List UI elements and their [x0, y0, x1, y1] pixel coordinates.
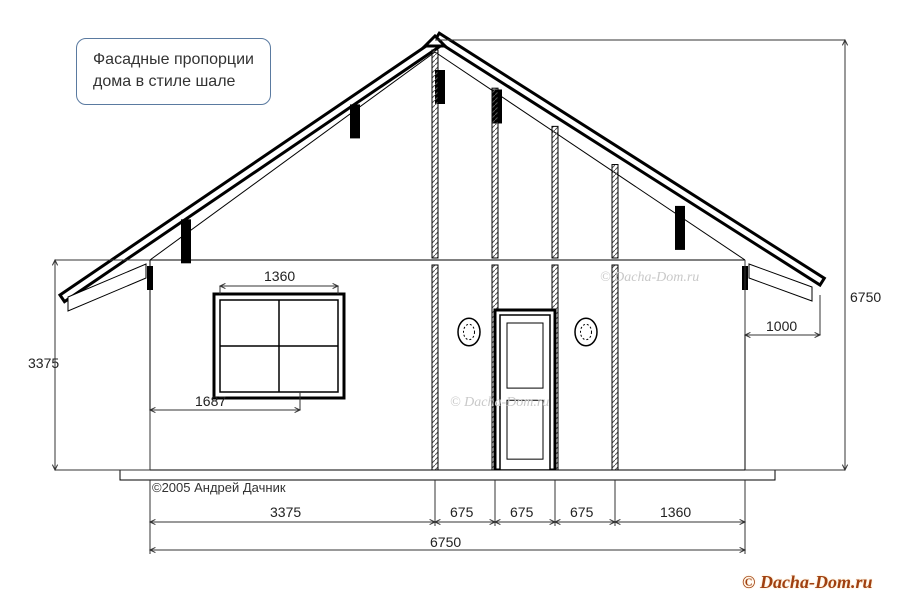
dim-seg-e: 1360 — [660, 504, 691, 520]
dim-seg-a: 3375 — [270, 504, 301, 520]
title-line1: Фасадные пропорции — [93, 51, 254, 68]
dim-total-height: 6750 — [850, 289, 881, 305]
dim-window-offset: 1687 — [195, 393, 226, 409]
title-line2: дома в стиле шале — [93, 73, 235, 90]
drawing-title-box: Фасадные пропорции дома в стиле шале — [76, 38, 271, 105]
dim-seg-d: 675 — [570, 504, 593, 520]
copyright-text: ©2005 Андрей Дачник — [152, 480, 286, 495]
dim-wall-height: 3375 — [28, 355, 59, 371]
dim-seg-c: 675 — [510, 504, 533, 520]
dim-seg-b: 675 — [450, 504, 473, 520]
dim-window-width: 1360 — [264, 268, 295, 284]
dim-total-width: 6750 — [430, 534, 461, 550]
dim-eave-overhang: 1000 — [766, 318, 797, 334]
